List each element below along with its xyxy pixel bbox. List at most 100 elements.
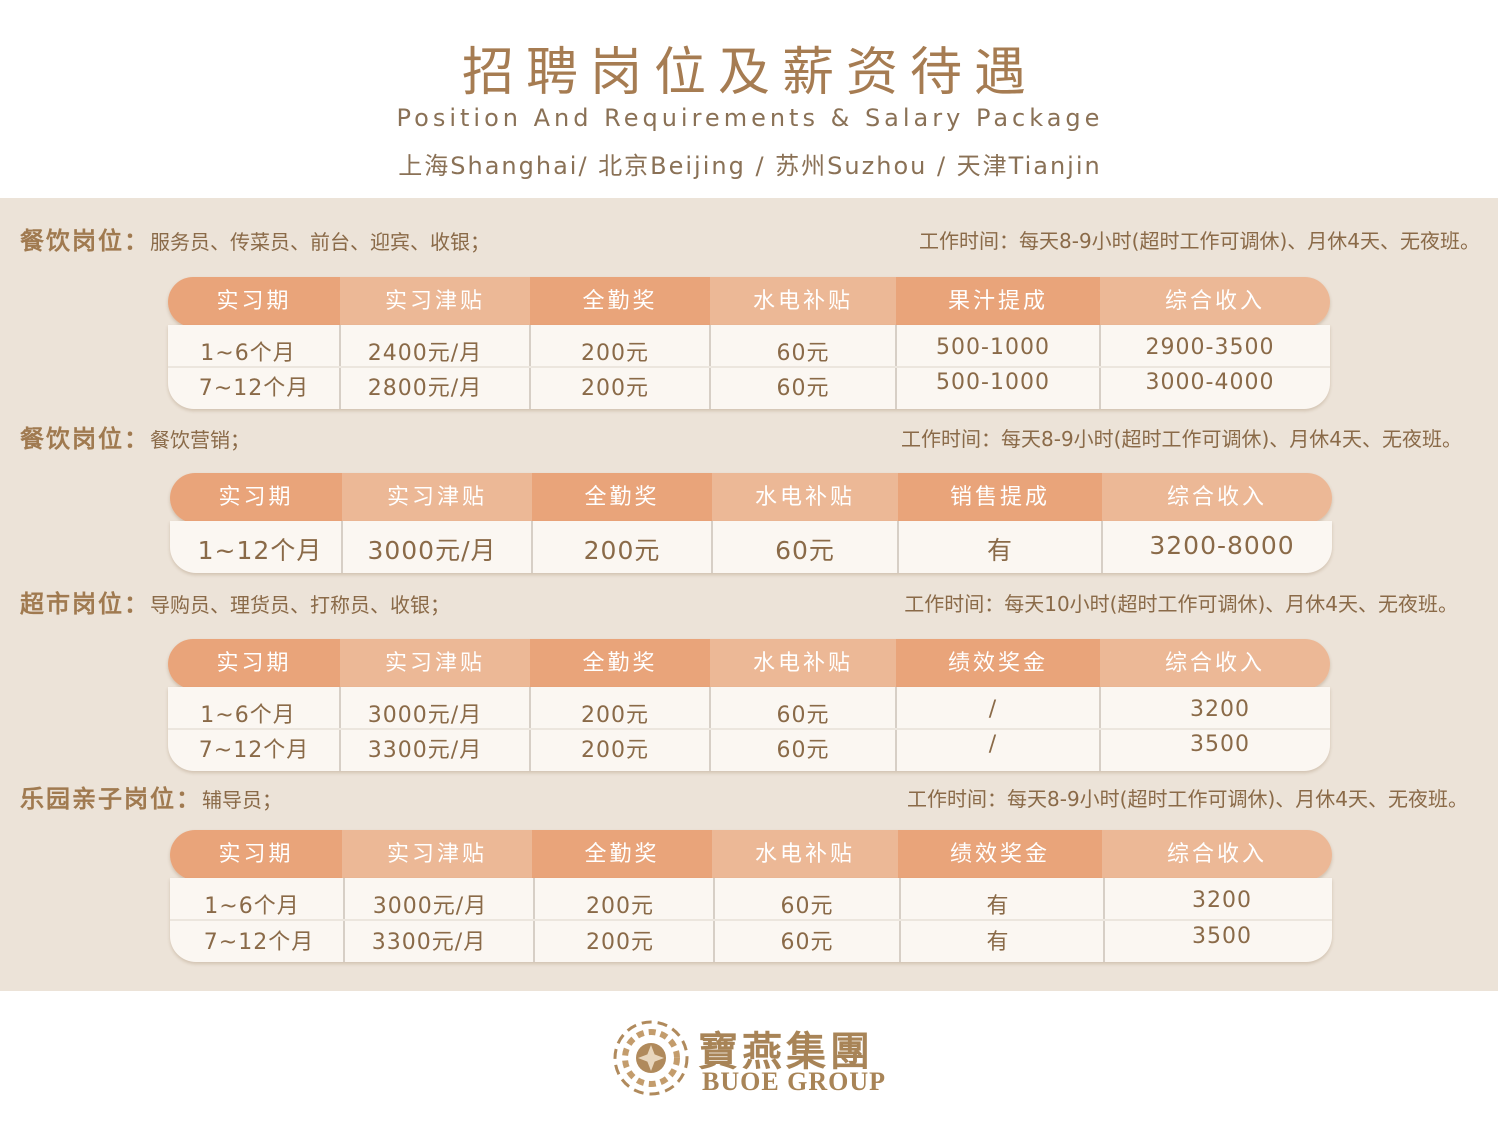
section-roles: 辅导员； bbox=[202, 788, 282, 812]
table-body: 1~6个月 3000元/月 200元 60元 / 3200 7~12个月 330… bbox=[168, 687, 1330, 771]
header-cell: 实习期 bbox=[168, 639, 340, 689]
table-cell: 1~6个月 bbox=[200, 703, 296, 728]
table-cell: 2400元/月 bbox=[367, 341, 483, 366]
section-heading: 餐饮岗位：服务员、传菜员、前台、迎宾、收银； 工作时间：每天8-9小时(超时工作… bbox=[20, 224, 1480, 258]
content-panel: 餐饮岗位：服务员、传菜员、前台、迎宾、收银； 工作时间：每天8-9小时(超时工作… bbox=[0, 198, 1498, 991]
header-cell: 全勤奖 bbox=[530, 639, 710, 689]
table-body: 1~6个月 3000元/月 200元 60元 有 3200 7~12个月 330… bbox=[170, 878, 1332, 962]
header-cell: 实习期 bbox=[170, 473, 342, 523]
section-name: 乐园亲子岗位： bbox=[20, 785, 202, 813]
row-divider bbox=[168, 728, 1330, 730]
table-cell: 200元 bbox=[581, 341, 649, 366]
section-hours: 工作时间：每天10小时(超时工作可调休)、月休4天、无夜班。 bbox=[904, 592, 1458, 616]
header-cell: 全勤奖 bbox=[532, 473, 712, 523]
table-cell: 200元 bbox=[581, 703, 649, 728]
table-cell: 3300元/月 bbox=[367, 738, 483, 763]
table-cell: 7~12个月 bbox=[198, 376, 310, 401]
table-cell: 200元 bbox=[581, 738, 649, 763]
table-cell: 200元 bbox=[581, 376, 649, 401]
table-cell: 3000元/月 bbox=[372, 894, 488, 919]
section-heading: 餐饮岗位：餐饮营销； 工作时间：每天8-9小时(超时工作可调休)、月休4天、无夜… bbox=[20, 422, 1480, 456]
header-cell: 综合收入 bbox=[1102, 830, 1332, 880]
header-cell: 实习期 bbox=[168, 277, 340, 327]
salary-table: 实习期 实习津贴 全勤奖 水电补贴 绩效奖金 综合收入 1~6个月 3000元/… bbox=[168, 639, 1330, 771]
header-cell: 实习期 bbox=[170, 830, 342, 880]
header-cell: 水电补贴 bbox=[710, 639, 896, 689]
table-cell: 3200 bbox=[1190, 697, 1250, 722]
row-divider bbox=[170, 919, 1332, 921]
table-cell: 3200-8000 bbox=[1149, 531, 1295, 560]
section-hours: 工作时间：每天8-9小时(超时工作可调休)、月休4天、无夜班。 bbox=[907, 787, 1468, 811]
table-cell: 1~6个月 bbox=[200, 341, 296, 366]
header-cell: 综合收入 bbox=[1100, 639, 1330, 689]
header-cell: 实习津贴 bbox=[342, 473, 532, 523]
header-cell: 全勤奖 bbox=[532, 830, 712, 880]
table-cell: 有 bbox=[986, 536, 1013, 565]
column-divider bbox=[1101, 521, 1103, 573]
table-cell: 60元 bbox=[775, 536, 835, 565]
header-cell: 水电补贴 bbox=[712, 473, 898, 523]
table-cell: 7~12个月 bbox=[198, 738, 310, 763]
table-cell: 3000-4000 bbox=[1145, 370, 1275, 395]
column-divider bbox=[341, 521, 343, 573]
section-heading: 乐园亲子岗位：辅导员； 工作时间：每天8-9小时(超时工作可调休)、月休4天、无… bbox=[20, 782, 1480, 816]
table-header: 实习期 实习津贴 全勤奖 水电补贴 绩效奖金 综合收入 bbox=[170, 830, 1332, 880]
section-roles: 导购员、理货员、打称员、收银； bbox=[150, 593, 450, 617]
page-subtitle: Position And Requirements & Salary Packa… bbox=[396, 104, 1104, 132]
table-cell: 60元 bbox=[776, 738, 830, 763]
section-name: 餐饮岗位： bbox=[20, 425, 150, 453]
table-cell: 3200 bbox=[1192, 888, 1252, 913]
table-cell: 3500 bbox=[1190, 732, 1250, 757]
table-cell: 1~12个月 bbox=[197, 536, 323, 565]
header-cell: 绩效奖金 bbox=[896, 639, 1100, 689]
row-divider bbox=[168, 366, 1330, 368]
section-roles: 餐饮营销； bbox=[150, 428, 250, 452]
header-cell: 综合收入 bbox=[1102, 473, 1332, 523]
table-cell: 2900-3500 bbox=[1145, 335, 1275, 360]
header-cell: 实习津贴 bbox=[340, 639, 530, 689]
salary-table: 实习期 实习津贴 全勤奖 水电补贴 绩效奖金 综合收入 1~6个月 3000元/… bbox=[170, 830, 1332, 962]
table-cell: 3500 bbox=[1192, 924, 1252, 949]
table-cell: 有 bbox=[986, 894, 1010, 919]
header-cell: 实习津贴 bbox=[340, 277, 530, 327]
table-cell: 3000元/月 bbox=[367, 536, 497, 565]
table-cell: 有 bbox=[986, 930, 1010, 955]
table-cell: 60元 bbox=[780, 930, 834, 955]
salary-table: 实习期 实习津贴 全勤奖 水电补贴 销售提成 综合收入 1~12个月 3000元… bbox=[170, 473, 1332, 573]
header-cell: 水电补贴 bbox=[710, 277, 896, 327]
company-logo: 寶燕集團 BUOE GROUP bbox=[612, 1013, 892, 1103]
logo-emblem-icon bbox=[613, 1020, 689, 1096]
table-cell: 60元 bbox=[776, 376, 830, 401]
table-cell: 200元 bbox=[586, 894, 654, 919]
table-cell: 60元 bbox=[776, 703, 830, 728]
table-cell: / bbox=[988, 732, 998, 757]
table-cell: 200元 bbox=[583, 536, 661, 565]
table-body: 1~6个月 2400元/月 200元 60元 500-1000 2900-350… bbox=[168, 325, 1330, 409]
header-cell: 综合收入 bbox=[1100, 277, 1330, 327]
table-cell: 60元 bbox=[776, 341, 830, 366]
header-cell: 绩效奖金 bbox=[898, 830, 1102, 880]
section-roles: 服务员、传菜员、前台、迎宾、收银； bbox=[150, 230, 490, 254]
table-header: 实习期 实习津贴 全勤奖 水电补贴 销售提成 综合收入 bbox=[170, 473, 1332, 523]
table-cell: / bbox=[988, 697, 998, 722]
section-hours: 工作时间：每天8-9小时(超时工作可调休)、月休4天、无夜班。 bbox=[901, 427, 1462, 451]
table-cell: 1~6个月 bbox=[204, 894, 300, 919]
table-body: 1~12个月 3000元/月 200元 60元 有 3200-8000 bbox=[170, 521, 1332, 573]
section-heading: 超市岗位：导购员、理货员、打称员、收银； 工作时间：每天10小时(超时工作可调休… bbox=[20, 587, 1480, 621]
header-cell: 实习津贴 bbox=[342, 830, 532, 880]
table-cell: 2800元/月 bbox=[367, 376, 483, 401]
table-header: 实习期 实习津贴 全勤奖 水电补贴 果汁提成 综合收入 bbox=[168, 277, 1330, 327]
column-divider bbox=[531, 521, 533, 573]
table-cell: 500-1000 bbox=[936, 370, 1050, 395]
section-hours: 工作时间：每天8-9小时(超时工作可调休)、月休4天、无夜班。 bbox=[919, 229, 1480, 253]
table-cell: 200元 bbox=[586, 930, 654, 955]
table-cell: 3300元/月 bbox=[371, 930, 487, 955]
table-cell: 3000元/月 bbox=[367, 703, 483, 728]
page-header: 招聘岗位及薪资待遇 Position And Requirements & Sa… bbox=[0, 0, 1500, 198]
logo-english-text: BUOE GROUP bbox=[702, 1067, 887, 1096]
header-cell: 全勤奖 bbox=[530, 277, 710, 327]
page-title: 招聘岗位及薪资待遇 bbox=[461, 43, 1038, 103]
table-header: 实习期 实习津贴 全勤奖 水电补贴 绩效奖金 综合收入 bbox=[168, 639, 1330, 689]
header-cell: 销售提成 bbox=[898, 473, 1102, 523]
section-name: 餐饮岗位： bbox=[20, 227, 150, 255]
